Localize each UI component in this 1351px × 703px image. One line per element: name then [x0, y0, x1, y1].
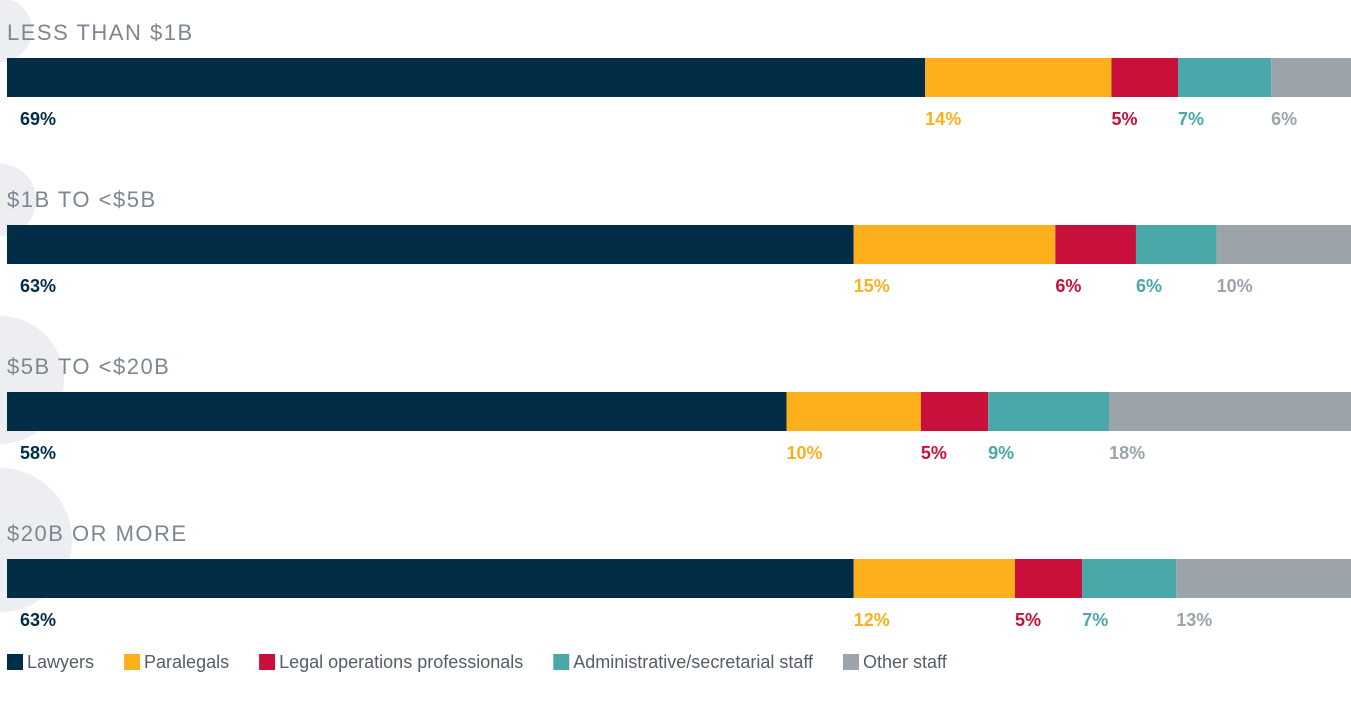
bar-segment — [988, 392, 1110, 431]
bar-segment — [1111, 58, 1179, 97]
bar-segment — [1055, 225, 1136, 264]
value-label: 10% — [787, 443, 823, 463]
decoration — [0, 0, 32, 62]
bar-segment — [7, 58, 926, 97]
value-label: 5% — [1015, 610, 1041, 630]
value-label: 9% — [988, 443, 1014, 463]
value-label: 6% — [1136, 276, 1162, 296]
value-label: 14% — [925, 109, 961, 129]
bar-segment — [1178, 58, 1272, 97]
bar-segment — [7, 392, 787, 431]
value-label: 6% — [1055, 276, 1081, 296]
category-label: $1B TO <$5B — [7, 187, 157, 212]
value-label: 15% — [854, 276, 890, 296]
value-label: 5% — [921, 443, 947, 463]
bar-segment — [7, 225, 854, 264]
value-label: 10% — [1217, 276, 1253, 296]
category-label: LESS THAN $1B — [7, 20, 194, 45]
bar-segment — [920, 392, 989, 431]
bar-segment — [1176, 559, 1351, 598]
bar-segment — [1216, 225, 1351, 264]
decoration — [0, 164, 36, 236]
value-label: 13% — [1176, 610, 1212, 630]
bar-segment — [786, 392, 921, 431]
value-label: 63% — [20, 276, 56, 296]
legend-swatch — [259, 654, 276, 670]
legend-swatch — [7, 654, 23, 670]
category-label: $5B TO <$20B — [7, 354, 170, 379]
bar-segment — [1082, 559, 1177, 598]
value-label: 12% — [854, 610, 890, 630]
bar-segment — [1109, 392, 1351, 431]
legend-label: Administrative/secretarial staff — [573, 652, 814, 672]
value-label: 6% — [1271, 109, 1297, 129]
value-label: 63% — [20, 610, 56, 630]
legend-label: Lawyers — [27, 652, 94, 672]
legend-swatch — [843, 654, 860, 670]
legend-label: Legal operations professionals — [279, 652, 523, 672]
bar-segment — [1271, 58, 1351, 97]
value-label: 69% — [20, 109, 56, 129]
value-label: 58% — [20, 443, 56, 463]
legend-swatch — [553, 654, 570, 670]
value-label: 5% — [1111, 109, 1137, 129]
bar-segment — [925, 58, 1112, 97]
bar-segment — [7, 559, 854, 598]
value-label: 7% — [1178, 109, 1204, 129]
value-label: 18% — [1109, 443, 1145, 463]
legend-label: Other staff — [863, 652, 948, 672]
bar-segment — [1015, 559, 1083, 598]
bar-segment — [853, 225, 1056, 264]
bar-segment — [1135, 225, 1217, 264]
category-label: $20B OR MORE — [7, 521, 188, 546]
legend-label: Paralegals — [144, 652, 229, 672]
legend-swatch — [124, 654, 141, 670]
value-label: 7% — [1082, 610, 1108, 630]
bar-segment — [853, 559, 1015, 598]
